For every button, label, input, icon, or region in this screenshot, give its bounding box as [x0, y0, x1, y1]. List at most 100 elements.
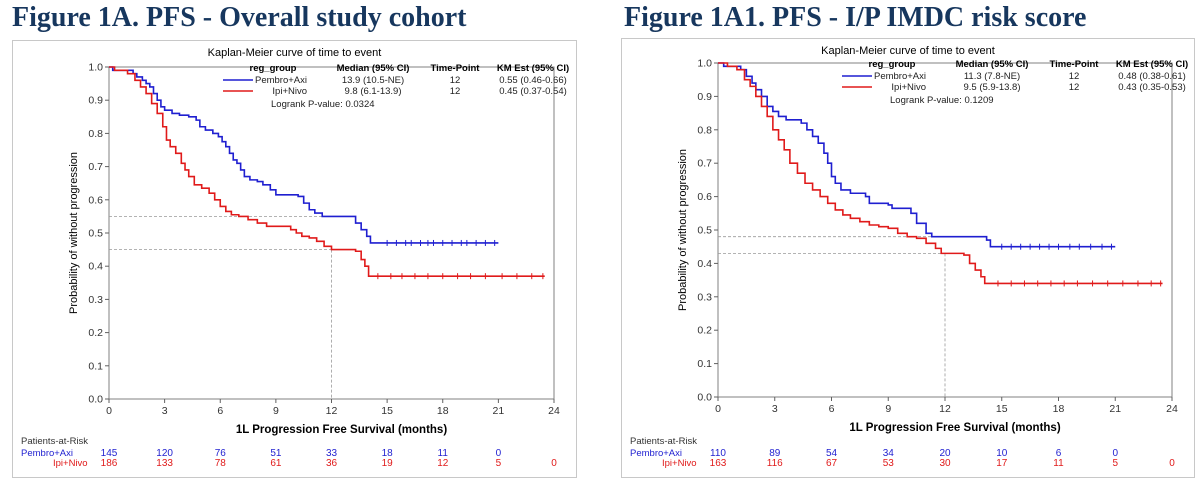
risk-table-value: 33: [326, 448, 338, 459]
legend-median: 13.9 (10.5-NE): [342, 75, 404, 86]
km-chart-panel: Kaplan-Meier curve of time to event 0.0 0.…: [621, 38, 1195, 478]
legend-header: reg_group: [250, 63, 297, 74]
y-tick-label: 0.5: [88, 228, 103, 240]
y-tick-label: 0.3: [697, 291, 712, 303]
risk-table-value: 163: [710, 458, 727, 469]
x-tick-label: 6: [217, 405, 223, 417]
y-tick-label: 0.7: [697, 158, 712, 170]
y-tick-label: 0.9: [697, 91, 712, 103]
y-axis-label: Probability of without progression: [677, 149, 689, 311]
risk-table-value: 76: [215, 448, 227, 459]
chart-title: Kaplan-Meier curve of time to event: [208, 47, 382, 59]
legend-group: Pembro+Axi: [874, 71, 926, 82]
risk-table-value: 6: [1056, 448, 1062, 459]
legend-median: 11.3 (7.8-NE): [964, 71, 1020, 82]
legend-header: Time-Point: [1050, 59, 1100, 70]
risk-table-value: 53: [883, 458, 895, 469]
legend-header: KM Est (95% CI): [497, 63, 569, 74]
risk-table-value: 145: [101, 448, 118, 459]
risk-table-group: Ipi+Nivo: [662, 458, 697, 469]
y-tick-label: 1.0: [88, 62, 103, 74]
risk-table-value: 0: [1112, 448, 1118, 459]
legend-timepoint: 12: [1069, 82, 1080, 93]
x-tick-label: 12: [326, 405, 338, 417]
legend-km-estimate: 0.48 (0.38-0.61): [1118, 71, 1186, 82]
y-tick-label: 0.4: [697, 258, 712, 270]
risk-table-value: 120: [156, 448, 173, 459]
y-tick-label: 0.0: [697, 392, 712, 404]
x-axis-label: 1L Progression Free Survival (months): [236, 424, 447, 436]
risk-table-value: 11: [1053, 458, 1064, 469]
risk-table-value: 10: [996, 448, 1008, 459]
x-tick-label: 24: [1166, 403, 1178, 415]
risk-table-value: 11: [438, 448, 449, 459]
km-curve-ipi-nivo: [109, 66, 545, 277]
risk-table-value: 186: [101, 458, 118, 469]
y-tick-label: 0.1: [697, 358, 712, 370]
risk-table-value: 54: [826, 448, 838, 459]
risk-table-value: 5: [1112, 458, 1118, 469]
legend-timepoint: 12: [450, 86, 461, 97]
legend-header: Median (95% CI): [337, 63, 410, 74]
y-tick-label: 1.0: [697, 58, 712, 70]
legend-logrank: Logrank P-value: 0.1209: [890, 95, 994, 106]
risk-table-value: 78: [215, 458, 227, 469]
figure-title: Figure 1A. PFS - Overall study cohort: [12, 2, 467, 33]
x-tick-label: 0: [715, 403, 721, 415]
risk-table-value: 30: [939, 458, 951, 469]
legend-header: Median (95% CI): [956, 59, 1029, 70]
y-tick-label: 0.6: [697, 191, 712, 203]
risk-table-value: 20: [939, 448, 951, 459]
chart-title: Kaplan-Meier curve of time to event: [821, 45, 995, 57]
plot-area: [108, 66, 555, 400]
risk-table-value: 17: [996, 458, 1008, 469]
risk-table-group: Pembro+Axi: [630, 448, 682, 459]
legend-header: Time-Point: [431, 63, 481, 74]
risk-table-group: Ipi+Nivo: [53, 458, 88, 469]
risk-table-value: 0: [1169, 458, 1175, 469]
km-chart-svg: Kaplan-Meier curve of time to event 0.0 0.…: [630, 45, 1188, 469]
legend-timepoint: 12: [450, 75, 461, 86]
risk-table-value: 51: [270, 448, 282, 459]
x-tick-label: 18: [1053, 403, 1065, 415]
legend-header: reg_group: [869, 59, 916, 70]
figure-title: Figure 1A1. PFS - I/P IMDC risk score: [624, 2, 1087, 33]
legend-km-estimate: 0.55 (0.46-0.66): [499, 75, 567, 86]
risk-table-value: 36: [326, 458, 338, 469]
x-tick-label: 18: [437, 405, 449, 417]
legend-group: Pembro+Axi: [255, 75, 307, 86]
risk-table-value: 61: [270, 458, 282, 469]
y-axis-label: Probability of without progression: [68, 152, 80, 314]
x-tick-label: 15: [996, 403, 1008, 415]
km-curve-pembro-axi: [109, 66, 499, 244]
km-curve-ipi-nivo: [718, 62, 1163, 285]
km-chart-svg: Kaplan-Meier curve of time to event 0.0 0.…: [21, 47, 569, 469]
y-tick-label: 0.4: [88, 261, 103, 273]
km-curve-pembro-axi: [718, 62, 1116, 248]
y-tick-label: 0.0: [88, 394, 103, 406]
x-tick-label: 24: [548, 405, 560, 417]
y-tick-label: 0.6: [88, 194, 103, 206]
legend-km-estimate: 0.43 (0.35-0.53): [1118, 82, 1186, 93]
risk-table-value: 34: [883, 448, 895, 459]
risk-table-value: 0: [496, 448, 502, 459]
x-tick-label: 21: [1109, 403, 1121, 415]
risk-table-value: 116: [767, 458, 783, 469]
risk-table-value: 0: [551, 458, 557, 469]
legend-group: Ipi+Nivo: [272, 86, 307, 97]
x-tick-label: 12: [939, 403, 951, 415]
x-tick-label: 6: [829, 403, 835, 415]
legend-header: KM Est (95% CI): [1116, 59, 1188, 70]
risk-table-group: Pembro+Axi: [21, 448, 73, 459]
risk-table-value: 19: [382, 458, 394, 469]
x-tick-label: 3: [772, 403, 778, 415]
x-tick-label: 0: [106, 405, 112, 417]
x-tick-label: 15: [381, 405, 393, 417]
x-tick-label: 9: [885, 403, 891, 415]
risk-table-value: 67: [826, 458, 838, 469]
risk-table-header: Patients-at-Risk: [630, 436, 697, 447]
y-tick-label: 0.1: [88, 360, 103, 372]
y-tick-label: 0.7: [88, 161, 103, 173]
risk-table-header: Patients-at-Risk: [21, 436, 88, 447]
legend-km-estimate: 0.45 (0.37-0.54): [499, 86, 567, 97]
